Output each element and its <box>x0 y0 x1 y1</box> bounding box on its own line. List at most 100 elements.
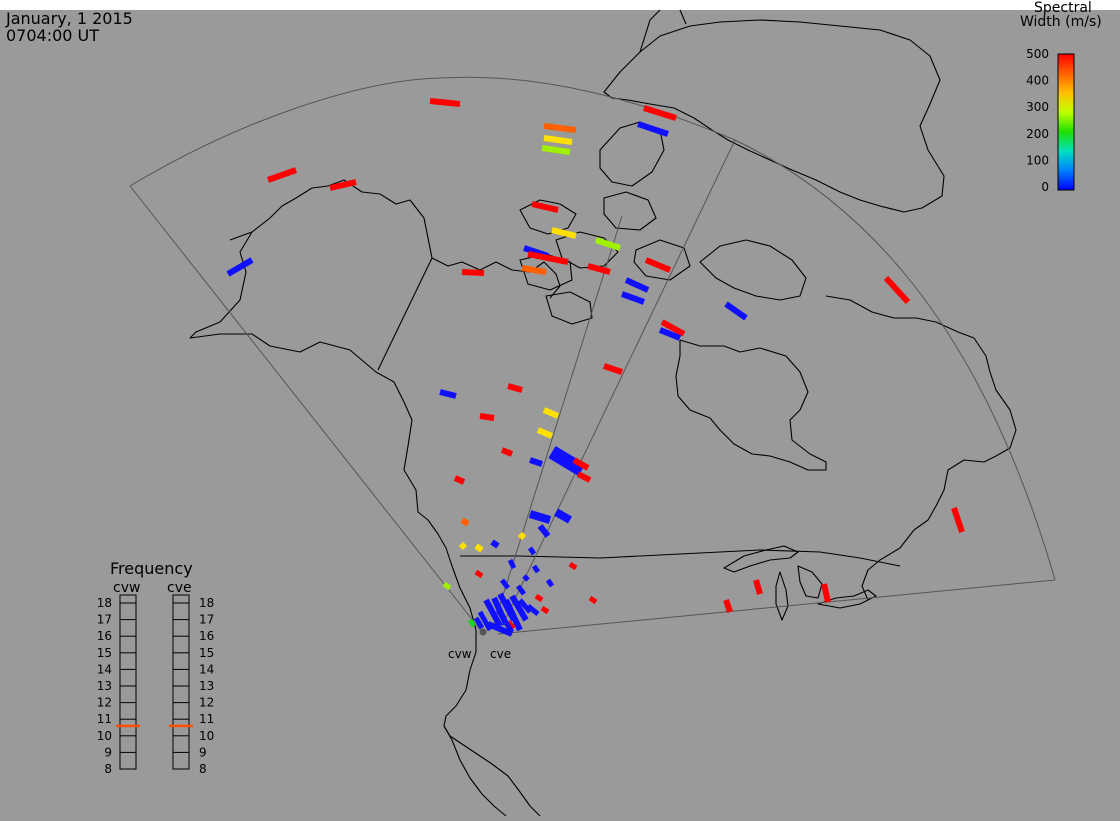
greenland-north-coast <box>679 9 687 25</box>
frequency-scale-label-left: 16 <box>97 629 112 643</box>
echo-cell <box>620 291 646 305</box>
arctic-island-6 <box>633 239 691 281</box>
echo-cell <box>495 608 515 634</box>
echo-cell <box>531 201 559 213</box>
freq-radar-label-cve: cve <box>167 580 192 596</box>
echo-cell <box>329 179 357 191</box>
echo-cell <box>540 605 550 615</box>
echo-cell <box>500 447 514 457</box>
echo-cell <box>500 578 510 590</box>
echo-cell <box>883 275 911 305</box>
echo-cell <box>503 598 523 632</box>
fov-east-edge <box>497 579 1056 635</box>
echo-cell <box>526 604 540 616</box>
victoria-island <box>545 291 593 325</box>
frequency-scale-label-left: 17 <box>97 613 112 627</box>
frequency-scale-label-right: 15 <box>199 646 214 660</box>
echo-cell <box>226 257 254 277</box>
echo-cell <box>951 507 965 533</box>
echo-cell <box>821 583 831 603</box>
echo-cell <box>474 543 484 553</box>
echo-cell <box>624 277 650 293</box>
echo-cell <box>453 475 466 485</box>
frequency-scale-label-right: 12 <box>199 696 214 710</box>
baffin-island <box>699 239 807 301</box>
echo-cell <box>545 578 555 588</box>
colorbar-ticks: 500 400 300 200 100 0 <box>1026 47 1049 194</box>
echo-cell <box>516 584 526 596</box>
colorbar: Spectral Width (m/s) 500 400 300 200 100 0 <box>1020 0 1102 194</box>
echo-cell <box>461 269 485 276</box>
frequency-panel: Frequency cvw cve 18 18 17 17 16 16 15 15 14 14 13… <box>97 559 215 776</box>
echo-cell <box>643 105 677 121</box>
fov-west-edge <box>129 185 483 633</box>
arctic-island-5 <box>603 191 657 231</box>
fov-fan <box>129 76 1056 635</box>
arctic-island-4 <box>599 121 665 187</box>
echo-cell <box>543 123 577 133</box>
echo-cell <box>753 579 763 595</box>
frequency-bars: 18 18 17 17 16 16 15 15 14 14 13 13 12 12 11 11 10 10 9 9 8 8 <box>97 594 214 776</box>
echo-cell <box>490 539 500 549</box>
echo-cell <box>509 594 529 622</box>
frequency-scale-label-left: 13 <box>97 679 112 693</box>
colorbar-title-line1: Spectral <box>1034 0 1092 16</box>
echo-cell <box>527 546 537 556</box>
frequency-scale-label-right: 18 <box>199 596 214 610</box>
hudson-bay <box>675 339 827 471</box>
colorbar-title-line2: Width (m/s) <box>1020 14 1102 30</box>
arctic-island-1 <box>519 199 577 235</box>
echo-cell <box>537 524 551 538</box>
labrador-coast <box>825 295 1017 601</box>
echo-cell <box>572 457 590 471</box>
top-band <box>0 0 1120 10</box>
echo-cell <box>439 389 457 399</box>
echo-cell <box>479 413 495 421</box>
frequency-scale-label-right: 16 <box>199 629 214 643</box>
echo-cell <box>723 599 733 613</box>
colorbar-tick-label: 100 <box>1026 153 1049 167</box>
colorbar-tick-label: 400 <box>1026 74 1049 88</box>
echo-cell <box>507 383 523 393</box>
echo-cell <box>724 301 748 321</box>
freq-radar-label-cvw: cvw <box>113 580 140 596</box>
time-label: 0704:00 UT <box>6 26 99 45</box>
frequency-scale-label-right: 9 <box>199 745 207 759</box>
echo-cell <box>554 508 572 524</box>
echo-cell <box>521 265 547 275</box>
echo-cell <box>473 616 485 630</box>
frequency-scale-label-left: 12 <box>97 696 112 710</box>
echo-cell <box>541 145 571 155</box>
echo-cell <box>528 510 552 524</box>
echo-cell <box>486 621 514 637</box>
lake-erie-ontario <box>817 589 877 609</box>
frequency-scale-label-left: 9 <box>104 745 112 759</box>
frequency-scale-label-left: 14 <box>97 662 112 676</box>
echo-cell <box>637 121 669 137</box>
echo-cell <box>548 445 586 477</box>
west-coast-south <box>443 725 507 817</box>
echo-cell <box>588 595 598 605</box>
radar-label-cve: cve <box>490 647 511 661</box>
echo-cell <box>507 558 517 570</box>
frequency-scale-box <box>119 594 137 770</box>
echo-cell <box>534 593 544 603</box>
lake-superior <box>723 545 799 573</box>
frequency-scale-label-right: 11 <box>199 712 214 726</box>
echo-cell <box>527 251 569 265</box>
frequency-scale-label-right: 10 <box>199 729 214 743</box>
echo-cell <box>660 319 686 337</box>
frequency-scale-label-right: 17 <box>199 613 214 627</box>
radar-site-marker <box>479 628 487 636</box>
date-label: January, 1 2015 <box>5 9 133 28</box>
colorbar-tick-label: 500 <box>1026 47 1049 61</box>
echo-cell <box>543 135 573 145</box>
frequency-title: Frequency <box>110 559 193 578</box>
fov-beam-east <box>501 139 736 627</box>
echo-cell <box>429 98 461 107</box>
echo-cell <box>595 237 621 251</box>
frequency-scale-label-left: 18 <box>97 596 112 610</box>
